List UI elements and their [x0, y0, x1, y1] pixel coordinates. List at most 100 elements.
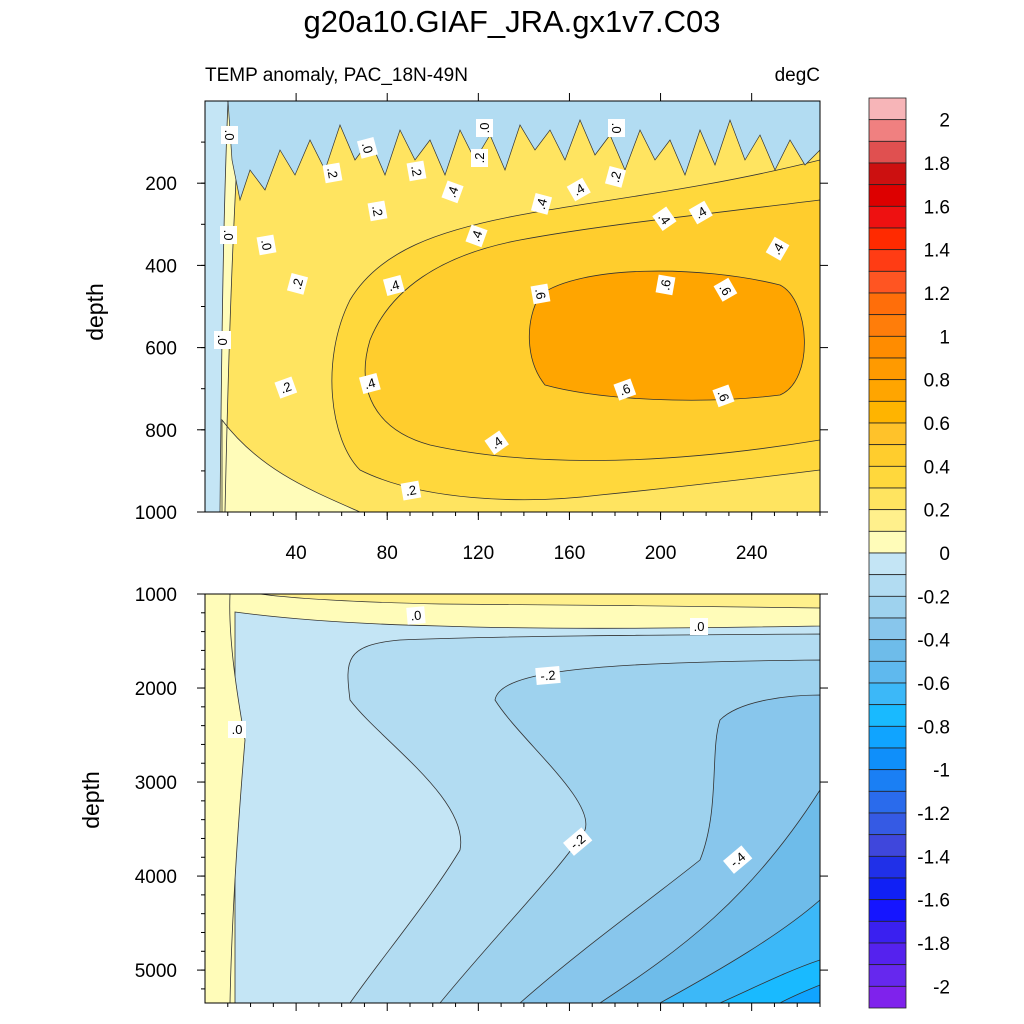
colorbar-swatch: [868, 574, 907, 597]
colorbar-swatch: [868, 530, 907, 554]
lower-contour-labels: .0 .0 -.2 .0 -.2 -.4: [228, 606, 753, 874]
upper-xtick-label: 160: [554, 543, 586, 564]
lower-ytick-label: 2000: [135, 679, 177, 700]
upper-ylabel: depth: [82, 283, 108, 341]
colorbar-label: 0.8: [924, 371, 950, 392]
colorbar-label: 0.2: [924, 501, 950, 522]
colorbar-swatch: [868, 790, 907, 814]
colorbar-swatch: [868, 227, 907, 251]
upper-yticks: 200 400 600 800 1000: [135, 141, 828, 524]
colorbar-label: 1.2: [924, 284, 950, 305]
upper-plot: [204, 100, 821, 513]
colorbar-label: 1: [939, 327, 950, 348]
upper-contour-labels: .0 .0 .0 .2 .2 .2 .4 .4 .4 .2 .0 .2 .4 .…: [214, 119, 790, 501]
upper-contour-label: .2: [369, 204, 386, 217]
colorbar-swatch: [868, 855, 907, 879]
colorbar-label: -1.8: [917, 934, 950, 955]
upper-contour-label: .2: [408, 164, 425, 177]
colorbar-swatch: [868, 335, 907, 359]
upper-contour-label: .6: [715, 388, 733, 403]
upper-xtick-label: 200: [645, 543, 677, 564]
lower-ytick-label: 5000: [135, 961, 177, 982]
colorbar-swatch: [868, 292, 907, 316]
upper-xticks: 40 80 120 160 200 240: [227, 93, 821, 564]
colorbar-label: -0.6: [917, 674, 950, 695]
upper-contour-label: .6: [617, 381, 632, 399]
colorbar-swatch: [868, 595, 907, 619]
colorbar-swatch: [868, 509, 907, 532]
upper-contour-label: .0: [609, 123, 624, 134]
lower-contour-label: -.2: [567, 831, 588, 852]
colorbar-swatch: [868, 964, 907, 987]
colorbar-swatch: [868, 920, 907, 944]
upper-xtick-label: 240: [736, 543, 768, 564]
colorbar-label: 0.4: [924, 457, 951, 478]
colorbar-swatch: [868, 357, 907, 381]
lower-contour-label: .0: [694, 619, 705, 634]
upper-contour-label: .0: [222, 130, 237, 141]
colorbar-swatch: [868, 985, 907, 1009]
colorbar-swatch: [868, 704, 907, 727]
upper-xtick-label: 120: [462, 543, 494, 564]
colorbar: [868, 97, 907, 1009]
upper-contour-label: .4: [468, 228, 486, 243]
upper-contour-label: .2: [607, 170, 624, 184]
colorbar-label: 1.8: [924, 154, 950, 175]
lower-ytick-label: 4000: [135, 867, 177, 888]
lower-contour-label: .0: [232, 722, 243, 737]
colorbar-swatch: [868, 379, 907, 402]
upper-contour-label: .0: [477, 123, 492, 134]
colorbar-swatch: [868, 184, 907, 207]
colorbar-label: -2: [933, 977, 950, 998]
upper-contour-label: .4: [387, 277, 401, 294]
lower-plot: [204, 593, 821, 1004]
upper-subtitle-right: degC: [775, 65, 820, 86]
lower-xticks: [227, 1003, 821, 1011]
lower-ylabel: depth: [78, 771, 104, 829]
upper-ytick-label: 1000: [135, 503, 177, 524]
upper-ytick-label: 200: [145, 174, 177, 195]
lower-ytick-label: 3000: [135, 773, 177, 794]
upper-band-0-6: [528, 270, 805, 401]
upper-band-neg-surface: [227, 101, 820, 202]
upper-contour-label: .4: [363, 375, 377, 392]
upper-contour-label: .6: [657, 278, 674, 291]
colorbar-swatch: [868, 877, 907, 901]
colorbar-swatch: [868, 162, 907, 186]
colorbar-swatch: [868, 465, 907, 489]
colorbar-label: 0.6: [924, 414, 950, 435]
upper-ytick-label: 600: [145, 339, 177, 360]
colorbar-swatch: [868, 617, 907, 641]
colorbar-swatch: [868, 400, 907, 424]
upper-contour-label: .4: [444, 184, 462, 199]
upper-contour-label: .2: [289, 277, 306, 291]
upper-ytick-label: 400: [145, 256, 177, 277]
colorbar-label: -1.6: [917, 891, 950, 912]
colorbar-swatch: [868, 682, 907, 706]
colorbar-swatch: [868, 725, 907, 749]
upper-contour-label: .0: [258, 238, 275, 251]
upper-contour-label: .0: [359, 141, 376, 155]
lower-band-pos-top-darker: [259, 594, 820, 609]
lower-frame: [204, 593, 821, 1004]
colorbar-labels: 2 1.8 1.6 1.4 1.2 1 0.8 0.6 0.4 0.2 0 -0.2 -0.4 -0.6 -…: [917, 111, 950, 999]
lower-contour-label: -.2: [540, 667, 556, 683]
colorbar-label: -0.2: [917, 587, 950, 608]
colorbar-label: -1.4: [917, 847, 950, 868]
colorbar-label: 1.4: [924, 241, 951, 262]
upper-subtitle-left: TEMP anomaly, PAC_18N-49N: [205, 65, 468, 86]
colorbar-swatch: [868, 249, 907, 272]
lower-band-neg-1-2: [719, 959, 820, 1003]
colorbar-label: -1.2: [917, 804, 950, 825]
upper-contour-label: .2: [324, 166, 341, 179]
colorbar-label: -0.4: [917, 631, 950, 652]
colorbar-swatch: [868, 769, 907, 792]
colorbar-swatch: [868, 314, 907, 337]
colorbar-label: -0.8: [917, 717, 950, 738]
lower-contour-label: .0: [410, 608, 422, 624]
colorbar-label: 2: [939, 111, 950, 132]
colorbar-swatch: [868, 270, 907, 294]
colorbar-swatch: [868, 942, 907, 966]
colorbar-swatch: [868, 97, 907, 121]
